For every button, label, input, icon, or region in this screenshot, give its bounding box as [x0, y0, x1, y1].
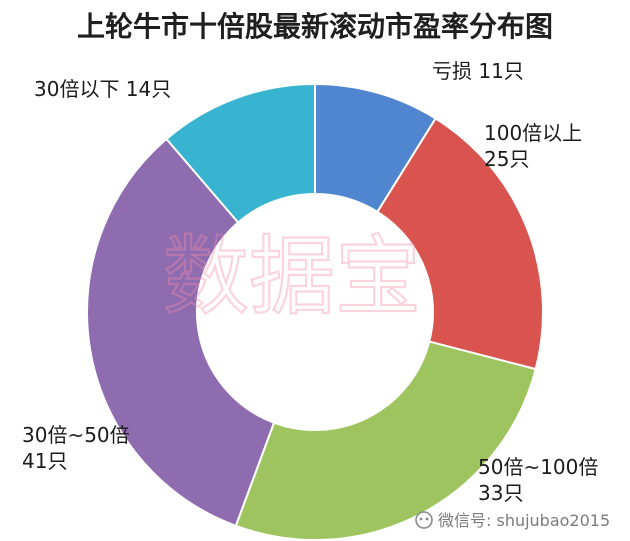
slice-label-count-2: 33只 — [478, 481, 523, 505]
donut-slice-2 — [234, 340, 537, 541]
slice-label-0: 亏损 11只 — [432, 59, 524, 83]
chart-title: 上轮牛市十倍股最新滚动市盈率分布图 — [77, 10, 553, 43]
donut-slice-4 — [165, 82, 316, 224]
slice-label-4: 30倍以下 14只 — [34, 77, 171, 101]
wechat-icon-eye-left — [419, 517, 423, 521]
slice-label-2: 50倍~100倍 — [478, 455, 598, 479]
wechat-icon-eye-right — [425, 517, 429, 521]
donut-slice-3 — [86, 137, 276, 528]
donut-slice-1 — [376, 117, 544, 371]
credit-text: 微信号: shujubao2015 — [438, 511, 610, 530]
wechat-icon — [415, 511, 433, 529]
credit: 微信号: shujubao2015 — [415, 511, 610, 530]
donut-slices — [86, 82, 544, 541]
slice-label-1: 100倍以上 — [484, 121, 582, 145]
watermark-text: 数据宝 — [163, 227, 421, 327]
slice-label-count-1: 25只 — [484, 147, 529, 171]
slice-label-count-3: 41只 — [22, 449, 67, 473]
slice-label-3: 30倍~50倍 — [22, 423, 130, 447]
